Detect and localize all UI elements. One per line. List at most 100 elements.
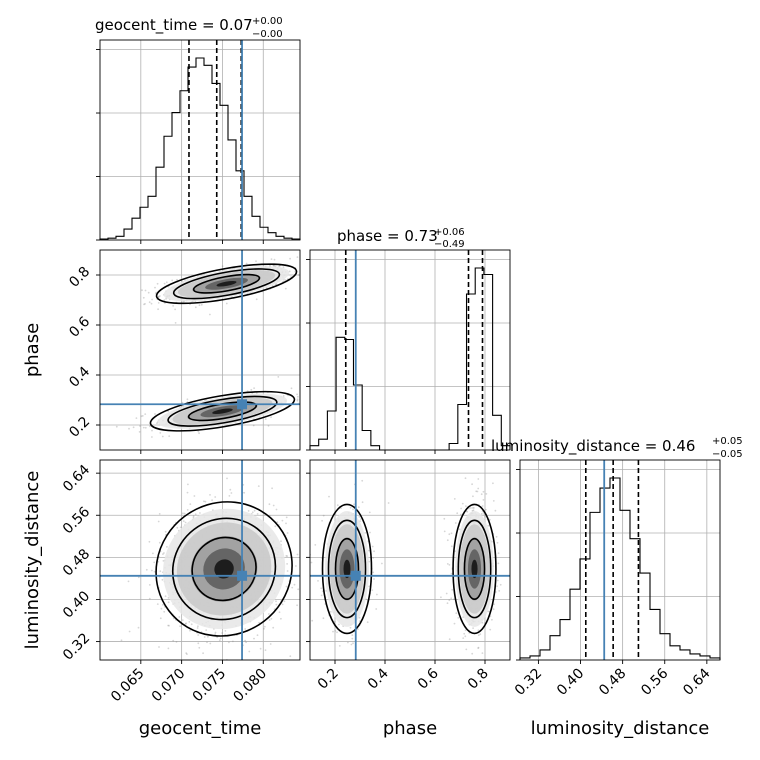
scatter-point xyxy=(156,282,159,285)
scatter-point xyxy=(464,477,467,480)
scatter-point xyxy=(166,546,168,548)
scatter-point xyxy=(187,483,189,486)
title-phase: phase = 0.73 xyxy=(337,227,438,245)
scatter-point xyxy=(301,528,303,530)
scatter-point xyxy=(226,477,228,480)
scatter-point xyxy=(310,561,313,564)
scatter-point xyxy=(197,634,200,636)
scatter-point xyxy=(193,495,196,497)
scatter-point xyxy=(161,435,164,438)
scatter-point xyxy=(314,544,317,546)
scatter-point xyxy=(448,638,451,641)
scatter-point xyxy=(178,616,181,618)
scatter-point xyxy=(286,563,288,565)
scatter-point xyxy=(333,620,336,623)
scatter-point xyxy=(278,611,281,614)
scatter-point xyxy=(209,642,212,645)
scatter-point xyxy=(172,639,175,642)
scatter-point xyxy=(470,507,472,509)
scatter-point xyxy=(253,387,256,389)
scatter-point xyxy=(162,553,164,555)
scatter-point xyxy=(304,271,306,273)
scatter-point xyxy=(296,395,299,398)
scatter-point xyxy=(482,662,484,664)
panel-frame xyxy=(309,249,511,451)
scatter-point xyxy=(225,302,228,305)
scatter-point xyxy=(270,258,273,260)
scatter-point xyxy=(248,650,251,653)
title-phase-plus: +0.06 xyxy=(434,227,465,238)
scatter-point xyxy=(152,552,154,555)
scatter-point xyxy=(132,426,135,429)
scatter-point xyxy=(251,511,254,514)
scatter-point xyxy=(268,613,270,615)
scatter-point xyxy=(285,516,288,519)
y-tick-label: 0.2 xyxy=(66,414,93,441)
contour-line xyxy=(155,501,293,637)
scatter-point xyxy=(448,533,451,536)
scatter-point xyxy=(194,306,197,309)
y-tick-label: 0.64 xyxy=(60,462,93,495)
scatter-point xyxy=(491,618,493,621)
scatter-point xyxy=(214,631,217,634)
scatter-point xyxy=(182,512,184,515)
scatter-point xyxy=(155,291,158,294)
scatter-point xyxy=(446,539,449,542)
scatter-point xyxy=(137,576,140,579)
scatter-point xyxy=(93,303,95,305)
scatter-point xyxy=(138,431,141,433)
scatter-point xyxy=(137,626,140,629)
x-tick-label: 0.080 xyxy=(230,666,270,706)
scatter-point xyxy=(197,430,200,433)
scatter-point xyxy=(332,630,334,633)
scatter-point xyxy=(493,603,495,606)
scatter-point xyxy=(286,570,289,572)
scatter-point xyxy=(255,260,257,263)
scatter-point xyxy=(264,418,267,420)
scatter-point xyxy=(296,398,299,401)
scatter-point xyxy=(496,579,499,582)
scatter-point xyxy=(472,509,475,512)
title-luminosity-distance: luminosity_distance = 0.46 xyxy=(491,437,695,456)
scatter-point xyxy=(165,297,168,300)
scatter-point xyxy=(312,545,314,547)
density-shading xyxy=(163,266,290,302)
scatter-point xyxy=(159,617,162,620)
scatter-point xyxy=(317,275,319,277)
scatter-point xyxy=(492,608,495,611)
scatter-point xyxy=(159,432,162,434)
scatter-point xyxy=(338,623,340,626)
scatter-point xyxy=(450,532,453,535)
scatter-point xyxy=(268,503,271,506)
scatter-point xyxy=(151,298,154,301)
scatter-point xyxy=(472,495,474,498)
scatter-point xyxy=(204,500,207,503)
scatter-point xyxy=(351,634,354,636)
scatter-point xyxy=(368,585,370,588)
scatter-point xyxy=(221,265,224,267)
scatter-point xyxy=(487,610,490,613)
scatter-point xyxy=(141,415,144,417)
scatter-point xyxy=(192,515,195,518)
x-tick-label: 0.64 xyxy=(680,665,713,698)
scatter-point xyxy=(172,305,175,307)
x-tick-label: 0.4 xyxy=(365,665,392,692)
scatter-point xyxy=(151,436,153,438)
scatter-point xyxy=(285,522,287,525)
scatter-point xyxy=(477,634,480,637)
y-tick-label: 0.32 xyxy=(60,630,93,663)
scatter-point xyxy=(381,562,383,565)
contour-lines xyxy=(321,503,373,635)
scatter-point xyxy=(488,518,491,521)
scatter-point xyxy=(219,637,222,640)
scatter-point xyxy=(165,281,168,284)
scatter-point xyxy=(353,503,355,506)
scatter-point xyxy=(448,564,451,566)
scatter-point xyxy=(148,540,151,543)
scatter-point xyxy=(202,652,205,655)
scatter-point xyxy=(184,623,187,625)
scatter-point xyxy=(456,512,459,515)
scatter-point xyxy=(274,525,277,528)
scatter-point xyxy=(322,514,325,517)
scatter-point xyxy=(268,619,271,621)
